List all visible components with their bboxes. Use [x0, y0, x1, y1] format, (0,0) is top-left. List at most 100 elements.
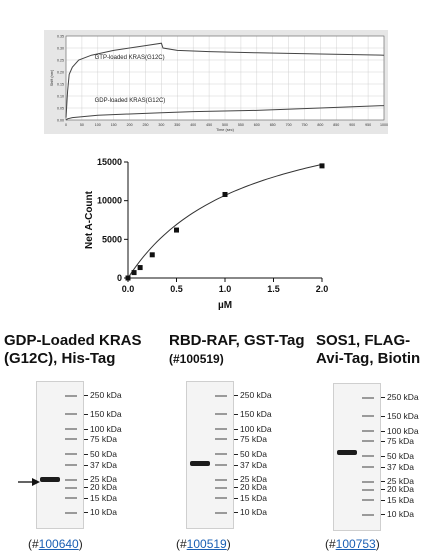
x-tick-label: 950 [365, 123, 371, 127]
data-point [125, 275, 131, 281]
marker-tick [84, 512, 88, 514]
series-label: GDP-loaded KRAS(G12C) [95, 98, 166, 104]
sensorgram-panel: 0 50 100 150 200 250 300 350 400 450 500 550 600 650 7… [44, 30, 388, 134]
ladder-band [215, 486, 227, 489]
x-tick-label: 800 [317, 123, 323, 127]
marker-label: 10 kDa [387, 509, 414, 520]
catalog-link-100519[interactable]: 100519 [186, 537, 227, 551]
marker-tick [84, 413, 88, 415]
ladder-band [362, 480, 374, 483]
x-tick-label: 600 [254, 123, 260, 127]
ladder-band [215, 453, 227, 456]
marker-label: 15 kDa [90, 492, 117, 503]
x-tick-label: 450 [206, 123, 212, 127]
marker-label: 250 kDa [240, 390, 272, 401]
ladder-band [215, 511, 227, 514]
marker-label: 150 kDa [240, 408, 272, 419]
ladder-band [215, 497, 227, 500]
gel-3-catalog-link[interactable]: (#100753) [325, 537, 380, 551]
marker-label: 100 kDa [240, 423, 272, 434]
marker-tick [381, 440, 385, 442]
gel-3-title: SOS1, FLAG-Avi-Tag, Biotin [316, 332, 421, 367]
marker-tick [234, 464, 238, 466]
x-axis-label: µM [218, 300, 232, 311]
x-tick-label: 500 [222, 123, 228, 127]
plot-frame [65, 35, 385, 121]
marker-label: 37 kDa [90, 459, 117, 470]
y-tick-label: 0.15 [57, 82, 64, 86]
y-tick-label: 0.25 [57, 58, 64, 62]
y-tick-label: 5000 [102, 234, 122, 244]
marker-label: 25 kDa [240, 474, 267, 484]
marker-label: 150 kDa [387, 410, 419, 421]
ladder-band [65, 428, 77, 430]
ladder-band [215, 413, 227, 416]
marker-tick [234, 428, 238, 430]
marker-tick [381, 499, 385, 501]
marker-tick [234, 487, 238, 489]
marker-tick [234, 497, 238, 499]
ladder-band [65, 453, 77, 456]
marker-tick [234, 438, 238, 440]
gel-2-title: RBD-RAF, GST-Tag (#100519) [169, 332, 319, 368]
marker-label: 75 kDa [90, 433, 117, 444]
marker-label: 250 kDa [90, 390, 122, 401]
data-point [174, 227, 179, 233]
y-tick-label: 0.30 [57, 46, 64, 50]
ladder-band [65, 497, 77, 500]
x-tick-label: 250 [143, 123, 149, 127]
y-axis-label: Shift (nm) [50, 69, 54, 86]
marker-label: 15 kDa [240, 492, 267, 503]
ladder-band [362, 396, 374, 399]
marker-label: 20 kDa [240, 482, 267, 493]
gel-2-catalog-link[interactable]: (#100519) [176, 537, 231, 551]
marker-tick [381, 397, 385, 399]
ladder-band [65, 438, 77, 441]
y-tick-label: 0.05 [57, 106, 64, 110]
marker-label: 75 kDa [240, 433, 267, 444]
ladder-band [362, 499, 374, 502]
x-tick-label: 2.0 [316, 284, 329, 294]
gel-1-catalog-link[interactable]: (#100640) [28, 537, 83, 551]
catalog-link-100753[interactable]: 100753 [335, 537, 376, 551]
marker-label: 20 kDa [90, 482, 117, 493]
ladder-band [362, 455, 374, 458]
marker-tick [381, 430, 385, 432]
marker-label: 37 kDa [240, 459, 267, 470]
marker-tick [234, 413, 238, 415]
ladder-band [65, 464, 77, 467]
marker-label: 25 kDa [387, 476, 414, 486]
x-axis-label: Time (sec) [216, 128, 235, 132]
marker-label: 250 kDa [387, 392, 419, 403]
x-tick-label: 750 [302, 123, 308, 127]
series-label: GTP-loaded KRAS(G12C) [95, 55, 165, 61]
marker-label: 25 kDa [90, 474, 117, 484]
marker-label: 150 kDa [90, 408, 122, 419]
marker-tick [84, 479, 88, 480]
x-tick-label: 150 [111, 123, 117, 127]
marker-tick [234, 479, 238, 480]
x-tick-label: 700 [286, 123, 292, 127]
protein-band [40, 477, 60, 482]
marker-tick [84, 497, 88, 499]
marker-label: 37 kDa [387, 461, 414, 472]
x-tick-label: 850 [333, 123, 339, 127]
x-tick-label: 550 [238, 123, 244, 127]
marker-tick [381, 415, 385, 417]
marker-tick [84, 487, 88, 489]
marker-label: 100 kDa [387, 425, 419, 436]
catalog-link-100640[interactable]: 100640 [38, 537, 79, 551]
x-tick-label: 50 [80, 123, 84, 127]
x-tick-label: 0 [65, 123, 67, 127]
marker-tick [381, 466, 385, 468]
marker-tick [381, 455, 385, 457]
x-tick-label: 1.0 [219, 284, 232, 294]
ladder-band [362, 513, 374, 516]
data-point [222, 191, 228, 197]
marker-tick [84, 453, 88, 455]
y-tick-label: 0.20 [57, 70, 64, 74]
marker-tick [84, 395, 88, 397]
ladder-band [65, 511, 77, 514]
marker-tick [84, 428, 88, 430]
gel-2-title-catalog: (#100519) [169, 352, 224, 366]
